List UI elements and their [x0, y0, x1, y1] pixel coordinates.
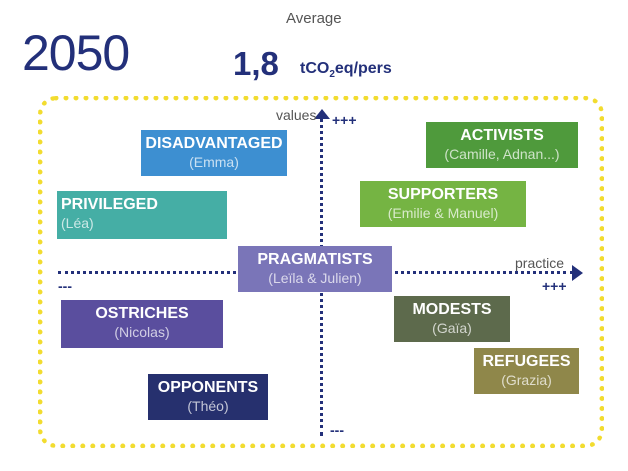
group-ostriches: OSTRICHES (Nicolas): [61, 300, 223, 348]
values-axis-arrow-icon: [314, 109, 330, 119]
group-name: PRIVILEGED: [61, 196, 158, 213]
group-pragmatists: PRAGMATISTS (Leïla & Julien): [238, 246, 392, 292]
group-opponents: OPPONENTS (Théo): [148, 374, 268, 420]
year-title: 2050: [22, 25, 130, 81]
group-modests: MODESTS (Gaïa): [394, 296, 510, 342]
dotted-frame: [38, 96, 604, 448]
group-privileged: PRIVILEGED (Léa): [57, 191, 227, 239]
group-people: (Emilie & Manuel): [387, 205, 499, 221]
average-unit: tCO2eq/pers: [300, 60, 392, 80]
group-people: (Emma): [189, 154, 239, 170]
group-name: MODESTS: [412, 301, 492, 318]
group-name: SUPPORTERS: [387, 186, 499, 203]
group-name: DISADVANTAGED: [145, 135, 283, 152]
group-people: (Nicolas): [114, 324, 170, 340]
group-activists: ACTIVISTS (Camille, Adnan...): [426, 122, 578, 168]
group-supporters: SUPPORTERS (Emilie & Manuel): [360, 181, 526, 227]
practice-axis-arrow-icon: [572, 265, 583, 281]
group-name: PRAGMATISTS: [257, 251, 373, 268]
group-name: OPPONENTS: [157, 379, 259, 396]
group-name: REFUGEES: [482, 353, 571, 370]
group-disadvantaged: DISADVANTAGED (Emma): [141, 130, 287, 176]
average-label: Average: [286, 10, 342, 27]
group-people: (Théo): [187, 398, 229, 414]
unit-prefix: tCO: [300, 60, 330, 77]
group-people: (Grazia): [501, 372, 552, 388]
group-refugees: REFUGEES (Grazia): [474, 348, 579, 394]
practice-axis-minus: ---: [58, 278, 72, 294]
group-people: (Camille, Adnan...): [444, 146, 560, 162]
group-people: (Leïla & Julien): [268, 270, 362, 286]
practice-axis-label: practice: [515, 255, 565, 271]
group-people: (Gaïa): [432, 320, 472, 336]
group-name: OSTRICHES: [95, 305, 189, 322]
practice-axis-plus: +++: [542, 278, 567, 294]
unit-subscript: 2: [329, 69, 335, 81]
group-people: (Léa): [61, 215, 94, 231]
unit-suffix: eq/pers: [334, 60, 392, 77]
average-value: 1,8: [233, 45, 279, 82]
values-axis-label: values: [276, 107, 317, 123]
group-name: ACTIVISTS: [460, 127, 544, 144]
values-axis-minus: ---: [330, 422, 344, 438]
values-axis-plus: +++: [332, 112, 357, 128]
